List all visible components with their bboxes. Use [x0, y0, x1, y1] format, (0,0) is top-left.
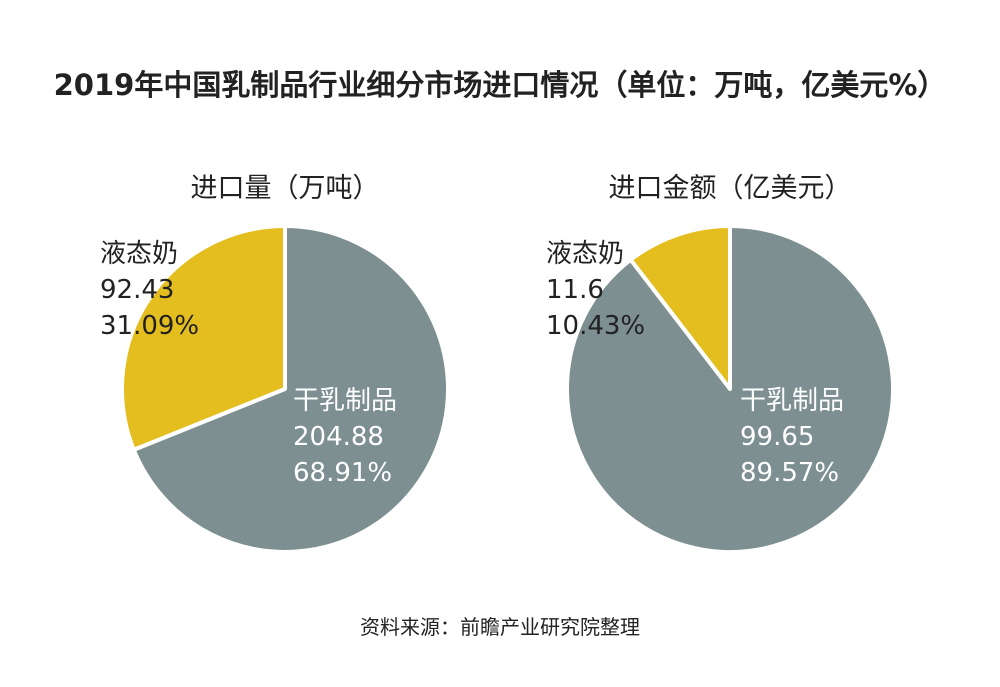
- slice-name: 干乳制品: [293, 386, 398, 416]
- slice-name: 液态奶: [100, 239, 179, 269]
- slice-name: 液态奶: [546, 239, 625, 269]
- source-note: 资料来源：前瞻产业研究院整理: [360, 615, 640, 639]
- pie-slice-volume-dry-dairy: [131, 224, 450, 554]
- slice-label-volume-dry-dairy: 干乳制品 204.88 68.91%: [293, 383, 397, 491]
- pie-slice-amount-dry-dairy: [565, 224, 895, 554]
- pie-title-volume: 进口量（万吨）: [190, 173, 380, 204]
- slice-name: 干乳制品: [740, 386, 845, 416]
- slice-value: 92.43: [100, 275, 175, 305]
- pie-slice-amount-liquid-milk: [628, 224, 732, 391]
- slice-label-amount-liquid-milk: 液态奶 11.6 10.43%: [546, 236, 645, 344]
- slice-label-volume-liquid-milk: 液态奶 92.43 31.09%: [100, 236, 199, 344]
- slice-value: 11.6: [546, 275, 604, 305]
- pie-slice-volume-liquid-milk: [120, 224, 287, 452]
- slice-percent: 68.91%: [293, 458, 393, 488]
- slice-percent: 31.09%: [100, 311, 200, 341]
- pie-title-amount: 进口金额（亿美元）: [608, 173, 852, 204]
- slice-percent: 10.43%: [546, 311, 646, 341]
- slice-value: 99.65: [740, 422, 815, 452]
- chart-title: 2019年中国乳制品行业细分市场进口情况（单位：万吨，亿美元%）: [53, 68, 947, 102]
- slice-percent: 89.57%: [740, 458, 840, 488]
- slice-value: 204.88: [293, 422, 384, 452]
- slice-label-amount-dry-dairy: 干乳制品 99.65 89.57%: [740, 383, 844, 491]
